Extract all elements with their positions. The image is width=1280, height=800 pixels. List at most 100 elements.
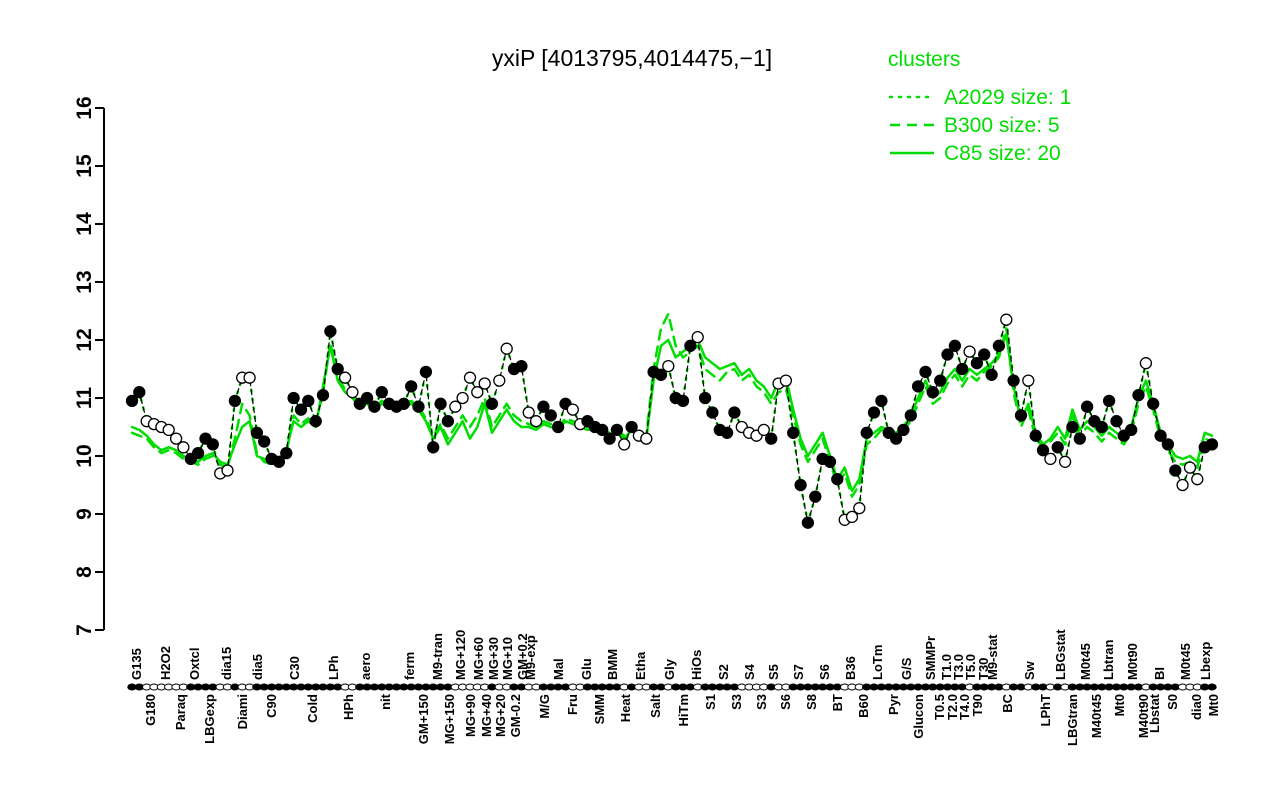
x-tick-label: T90 xyxy=(970,694,985,716)
x-tick-label: T1.0 xyxy=(939,654,954,680)
data-point xyxy=(654,368,668,381)
data-point xyxy=(1022,374,1035,387)
data-point xyxy=(1058,455,1072,468)
x-tick-label: Etha xyxy=(633,651,648,680)
data-point xyxy=(640,432,653,445)
data-point xyxy=(1080,400,1094,413)
y-tick-label: 10 xyxy=(73,444,96,467)
legend-label-a2029: A2029 size: 1 xyxy=(944,86,1071,109)
legend: clusters A2029 size: 1 B300 size: 5 C85 … xyxy=(888,48,1071,165)
data-point xyxy=(309,415,322,428)
data-point xyxy=(1014,409,1028,422)
data-point xyxy=(449,400,462,413)
x-tick-label: G135 xyxy=(129,648,144,680)
data-point xyxy=(1051,441,1064,454)
x-tick-label: GM+0.2 xyxy=(515,633,530,680)
x-tick-label: Cold xyxy=(305,694,320,723)
data-point xyxy=(537,400,550,413)
data-point xyxy=(809,490,822,503)
x-tick-label: S5 xyxy=(766,664,781,680)
data-point xyxy=(1036,444,1050,457)
data-point xyxy=(1191,473,1204,486)
x-tick-label: LBGexp xyxy=(202,694,217,744)
data-point xyxy=(897,423,910,437)
data-point xyxy=(926,386,939,399)
y-tick-label: 9 xyxy=(73,508,96,520)
x-tick-label: T2.0 xyxy=(945,694,960,720)
x-tick-label: BMM xyxy=(605,649,620,680)
x-tick-label: B36 xyxy=(843,656,858,680)
data-point xyxy=(1132,388,1145,402)
data-point xyxy=(845,510,859,524)
x-tick-label: Glu xyxy=(579,658,594,680)
data-point xyxy=(684,339,697,352)
x-tick-label: Glucon xyxy=(911,694,926,739)
data-point xyxy=(1139,357,1153,370)
x-tick-label: HiOs xyxy=(689,650,704,680)
x-tick-label: M9-stat xyxy=(985,634,1000,680)
x-tick-label: BI xyxy=(1152,667,1167,680)
x-tick-label: S0 xyxy=(1165,694,1180,710)
x-tick-label: Fru xyxy=(565,694,580,715)
x-tick-label: T30 xyxy=(976,658,991,680)
data-point xyxy=(934,374,947,387)
x-tick-label: SMMPr xyxy=(923,636,938,680)
data-point xyxy=(1073,432,1086,445)
x-tick-label: Mt0 xyxy=(1112,694,1127,716)
data-point xyxy=(456,391,469,405)
x-tick-label: Lbtran xyxy=(1101,640,1116,681)
data-point xyxy=(1125,423,1138,437)
data-point xyxy=(515,359,528,373)
x-tick-label: GM-0.2 xyxy=(508,694,523,737)
x-tick-label: dia15 xyxy=(219,647,234,680)
x-tick-label: MG+10 xyxy=(500,637,515,680)
data-point xyxy=(1161,438,1175,451)
data-point xyxy=(867,406,881,419)
x-tick-label: C90 xyxy=(264,694,279,718)
x-tick-label: MG+30 xyxy=(486,637,501,680)
x-tick-label: M40t90 xyxy=(1136,694,1151,738)
y-tick-label: 11 xyxy=(73,387,96,410)
data-point xyxy=(779,374,793,387)
data-point xyxy=(434,397,447,410)
data-point xyxy=(757,423,770,437)
gene-profile-line xyxy=(131,319,1213,524)
data-point xyxy=(125,394,139,408)
x-tick-label: nit xyxy=(378,693,393,710)
x-tick-label: Sw xyxy=(1022,660,1037,680)
x-tick-label: S6 xyxy=(778,694,793,710)
data-point xyxy=(294,403,308,416)
data-point xyxy=(853,502,866,515)
data-point xyxy=(280,446,293,460)
chart-title: yxiP [4013795,4014475,−1] xyxy=(492,45,772,71)
x-tick-label: T4.0 xyxy=(957,694,972,720)
x-tick-label: M/G xyxy=(537,694,552,719)
x-tick-label: BT xyxy=(830,694,845,711)
data-point xyxy=(1029,429,1042,442)
x-tick-label: MG+40 xyxy=(479,694,494,737)
data-point xyxy=(1176,478,1189,492)
data-point xyxy=(676,394,690,408)
plot-area: 78910111213141516G135G180H2O2ParaqOxtclL… xyxy=(73,96,1221,746)
data-point xyxy=(346,386,359,399)
x-tick-label: B60 xyxy=(856,694,871,718)
data-point xyxy=(551,420,565,434)
x-tick-label: Lbstat xyxy=(1147,693,1162,733)
data-point xyxy=(823,455,837,468)
x-tick-label: S6 xyxy=(817,664,832,680)
x-tick-label: H2O2 xyxy=(158,646,173,680)
data-point xyxy=(243,371,256,384)
x-tick-label: S1 xyxy=(703,694,718,710)
data-point xyxy=(500,342,513,355)
data-point xyxy=(169,432,183,445)
data-point xyxy=(360,391,374,405)
data-point xyxy=(978,348,991,361)
data-point xyxy=(610,423,624,437)
x-tick-label: C30 xyxy=(287,656,302,680)
data-point xyxy=(691,330,704,344)
x-tick-label: Mal xyxy=(551,658,566,680)
data-point xyxy=(889,432,903,445)
data-point xyxy=(1183,461,1197,474)
data-point xyxy=(992,339,1006,352)
x-tick-label: dia5 xyxy=(250,654,265,680)
